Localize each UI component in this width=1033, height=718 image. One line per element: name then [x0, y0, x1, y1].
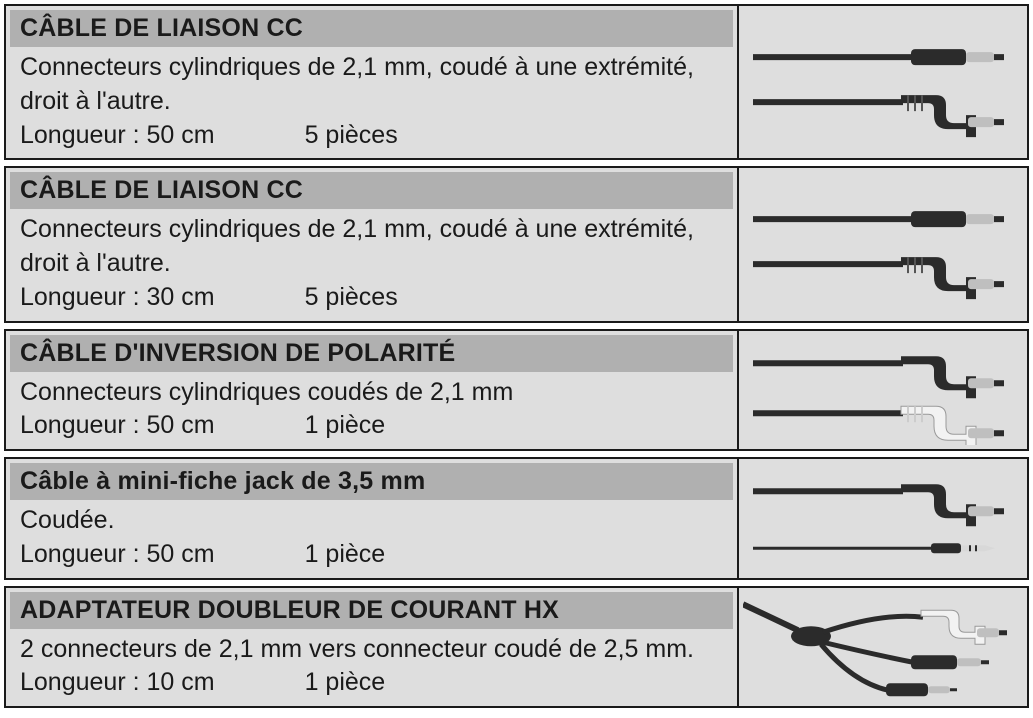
- product-length: Longueur : 50 cm: [20, 538, 215, 572]
- cable-y-splitter-icon: [743, 592, 1023, 703]
- product-specs: Longueur : 10 cm 1 pièce: [10, 666, 733, 700]
- product-card: CÂBLE DE LIAISON CC Connecteurs cylindri…: [4, 166, 1029, 322]
- product-length: Longueur : 10 cm: [20, 666, 215, 700]
- product-pieces: 5 pièces: [305, 281, 398, 315]
- product-desc: Connecteurs cylindriques coudés de 2,1 m…: [10, 374, 733, 410]
- cable-angled-black-white-icon: [743, 335, 1023, 446]
- product-pieces: 5 pièces: [305, 119, 398, 153]
- product-specs: Longueur : 50 cm 1 pièce: [10, 538, 733, 572]
- product-text-col: CÂBLE DE LIAISON CC Connecteurs cylindri…: [6, 6, 737, 158]
- product-length: Longueur : 50 cm: [20, 409, 215, 443]
- product-length: Longueur : 50 cm: [20, 119, 215, 153]
- product-length: Longueur : 30 cm: [20, 281, 215, 315]
- product-card: ADAPTATEUR DOUBLEUR DE COURANT HX 2 conn…: [4, 586, 1029, 709]
- product-image: [737, 6, 1027, 158]
- product-pieces: 1 pièce: [305, 666, 386, 700]
- product-image: [737, 459, 1027, 578]
- product-specs: Longueur : 30 cm 5 pièces: [10, 281, 733, 315]
- product-image: [737, 168, 1027, 320]
- cable-straight-angled-icon: [743, 10, 1023, 154]
- product-desc: Coudée.: [10, 502, 733, 538]
- product-title: CÂBLE D'INVERSION DE POLARITÉ: [10, 335, 733, 372]
- product-text-col: CÂBLE D'INVERSION DE POLARITÉ Connecteur…: [6, 331, 737, 450]
- product-text-col: CÂBLE DE LIAISON CC Connecteurs cylindri…: [6, 168, 737, 320]
- product-specs: Longueur : 50 cm 1 pièce: [10, 409, 733, 443]
- product-title: CÂBLE DE LIAISON CC: [10, 10, 733, 47]
- product-title: Câble à mini-fiche jack de 3,5 mm: [10, 463, 733, 500]
- product-image: [737, 588, 1027, 707]
- product-title: ADAPTATEUR DOUBLEUR DE COURANT HX: [10, 592, 733, 629]
- cable-angled-minijack-icon: [743, 463, 1023, 574]
- product-specs: Longueur : 50 cm 5 pièces: [10, 119, 733, 153]
- product-pieces: 1 pièce: [305, 409, 386, 443]
- product-card: CÂBLE DE LIAISON CC Connecteurs cylindri…: [4, 4, 1029, 160]
- product-card: CÂBLE D'INVERSION DE POLARITÉ Connecteur…: [4, 329, 1029, 452]
- cable-straight-angled-icon: [743, 172, 1023, 316]
- product-desc: Connecteurs cylindriques de 2,1 mm, coud…: [10, 211, 733, 281]
- product-text-col: Câble à mini-fiche jack de 3,5 mm Coudée…: [6, 459, 737, 578]
- product-desc: Connecteurs cylindriques de 2,1 mm, coud…: [10, 49, 733, 119]
- product-card: Câble à mini-fiche jack de 3,5 mm Coudée…: [4, 457, 1029, 580]
- product-text-col: ADAPTATEUR DOUBLEUR DE COURANT HX 2 conn…: [6, 588, 737, 707]
- product-image: [737, 331, 1027, 450]
- product-desc: 2 connecteurs de 2,1 mm vers connecteur …: [10, 631, 733, 667]
- product-title: CÂBLE DE LIAISON CC: [10, 172, 733, 209]
- product-pieces: 1 pièce: [305, 538, 386, 572]
